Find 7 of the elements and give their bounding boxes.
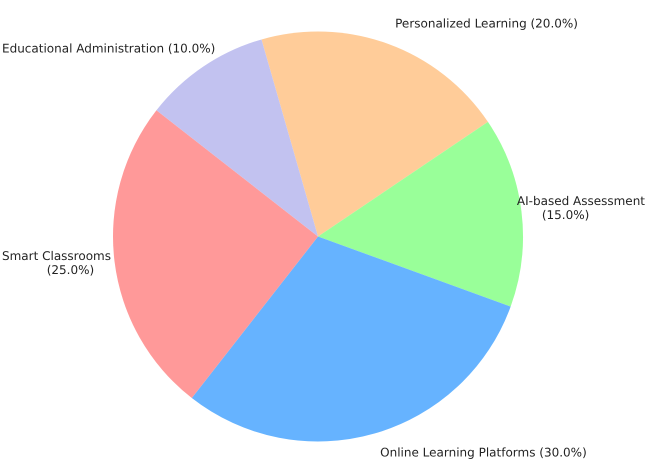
slice-label: Online Learning Platforms (30.0%) xyxy=(380,445,587,460)
data-label: (25.0%) xyxy=(46,263,94,278)
slice-label: Educational Administration (10.0%) xyxy=(2,42,216,56)
data-label: (15.0%) xyxy=(542,208,590,222)
slice-label: Personalized Learning (20.0%) xyxy=(395,16,578,31)
slice-label: AI-based Assessment xyxy=(516,194,646,208)
slice-label: Smart Classrooms xyxy=(2,249,111,264)
